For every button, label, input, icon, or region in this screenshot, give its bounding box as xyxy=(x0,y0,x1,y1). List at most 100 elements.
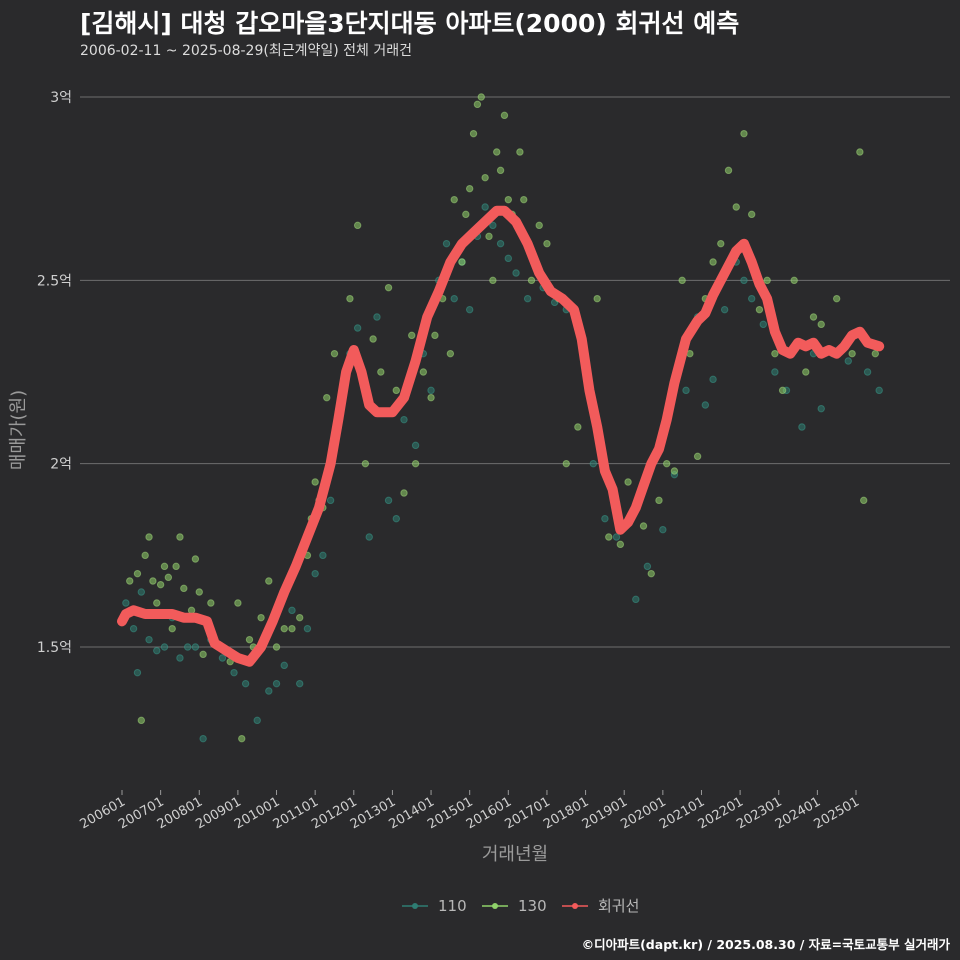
point-130 xyxy=(311,478,319,486)
point-130 xyxy=(624,478,632,486)
point-110 xyxy=(709,375,717,384)
point-110 xyxy=(589,459,598,468)
point-110 xyxy=(319,551,327,560)
point-130 xyxy=(288,624,296,633)
point-130 xyxy=(543,239,551,248)
point-110 xyxy=(442,239,451,248)
legend-label: 130 xyxy=(518,897,547,915)
point-130 xyxy=(408,331,416,340)
point-130 xyxy=(160,562,169,571)
y-tick-label: 2억 xyxy=(50,457,72,473)
point-130 xyxy=(145,533,153,541)
point-130 xyxy=(234,599,242,607)
point-130 xyxy=(771,349,779,358)
point-130 xyxy=(465,184,474,193)
point-130 xyxy=(527,276,536,285)
point-130 xyxy=(411,459,420,468)
point-130 xyxy=(431,331,439,340)
point-130 xyxy=(693,452,702,461)
point-110 xyxy=(817,404,825,413)
point-130 xyxy=(832,294,841,303)
point-130 xyxy=(369,335,377,343)
point-130 xyxy=(346,294,354,303)
point-110 xyxy=(365,533,373,541)
point-130 xyxy=(280,624,288,633)
point-130 xyxy=(141,551,149,560)
point-110 xyxy=(199,734,207,743)
point-130 xyxy=(195,588,203,596)
point-130 xyxy=(187,606,196,615)
point-110 xyxy=(798,423,806,431)
point-130 xyxy=(809,313,818,321)
point-130 xyxy=(458,258,466,266)
point-130 xyxy=(245,635,254,644)
point-110 xyxy=(844,357,852,365)
point-110 xyxy=(643,562,652,571)
point-110 xyxy=(659,525,667,534)
point-110 xyxy=(253,716,261,725)
point-130 xyxy=(655,496,663,505)
point-130 xyxy=(400,489,408,497)
point-130 xyxy=(330,349,339,358)
point-110 xyxy=(771,368,779,376)
point-130 xyxy=(199,650,207,659)
point-110 xyxy=(523,294,532,303)
point-130 xyxy=(605,533,613,541)
point-130 xyxy=(164,573,173,582)
point-130 xyxy=(485,232,493,241)
point-130 xyxy=(616,540,625,549)
point-110 xyxy=(427,386,435,395)
point-110 xyxy=(176,654,184,662)
point-130 xyxy=(593,294,601,303)
point-130 xyxy=(446,349,455,358)
point-130 xyxy=(562,459,570,468)
point-110 xyxy=(137,588,146,596)
point-130 xyxy=(663,459,671,468)
point-130 xyxy=(323,393,331,402)
legend-item-2: 회귀선 xyxy=(562,897,639,915)
point-130 xyxy=(176,533,184,541)
point-110 xyxy=(153,646,161,655)
legend-item-0: 110 xyxy=(402,897,467,915)
point-130 xyxy=(778,386,787,395)
point-130 xyxy=(520,195,528,204)
point-110 xyxy=(145,635,153,644)
point-110 xyxy=(496,239,505,248)
legend-label: 110 xyxy=(438,897,467,915)
point-110 xyxy=(280,661,288,670)
point-130 xyxy=(747,210,756,219)
point-130 xyxy=(860,496,868,505)
point-110 xyxy=(129,624,138,633)
point-130 xyxy=(180,584,188,593)
point-130 xyxy=(871,349,880,358)
point-130 xyxy=(384,283,393,292)
point-130 xyxy=(469,129,478,138)
point-130 xyxy=(724,166,733,175)
point-130 xyxy=(678,276,686,285)
point-130 xyxy=(450,195,458,204)
point-130 xyxy=(126,577,134,585)
point-110 xyxy=(747,294,756,303)
point-130 xyxy=(755,305,764,314)
point-130 xyxy=(763,276,771,285)
point-110 xyxy=(450,294,458,303)
point-110 xyxy=(489,221,497,230)
point-130 xyxy=(191,555,200,563)
point-130 xyxy=(717,239,725,248)
point-130 xyxy=(856,148,864,156)
point-110 xyxy=(465,305,474,314)
point-130 xyxy=(137,716,146,725)
point-110 xyxy=(230,668,238,677)
point-130 xyxy=(153,599,161,607)
chart-title: [김해시] 대청 갑오마을3단지대동 아파트(2000) 회귀선 예측 xyxy=(80,9,740,38)
point-110 xyxy=(183,643,192,651)
point-130 xyxy=(493,148,501,156)
point-130 xyxy=(361,459,370,468)
point-110 xyxy=(411,441,420,450)
point-110 xyxy=(384,496,393,505)
point-110 xyxy=(241,679,250,688)
point-110 xyxy=(682,386,690,395)
point-130 xyxy=(296,613,304,622)
point-110 xyxy=(612,533,621,541)
point-130 xyxy=(848,349,856,358)
